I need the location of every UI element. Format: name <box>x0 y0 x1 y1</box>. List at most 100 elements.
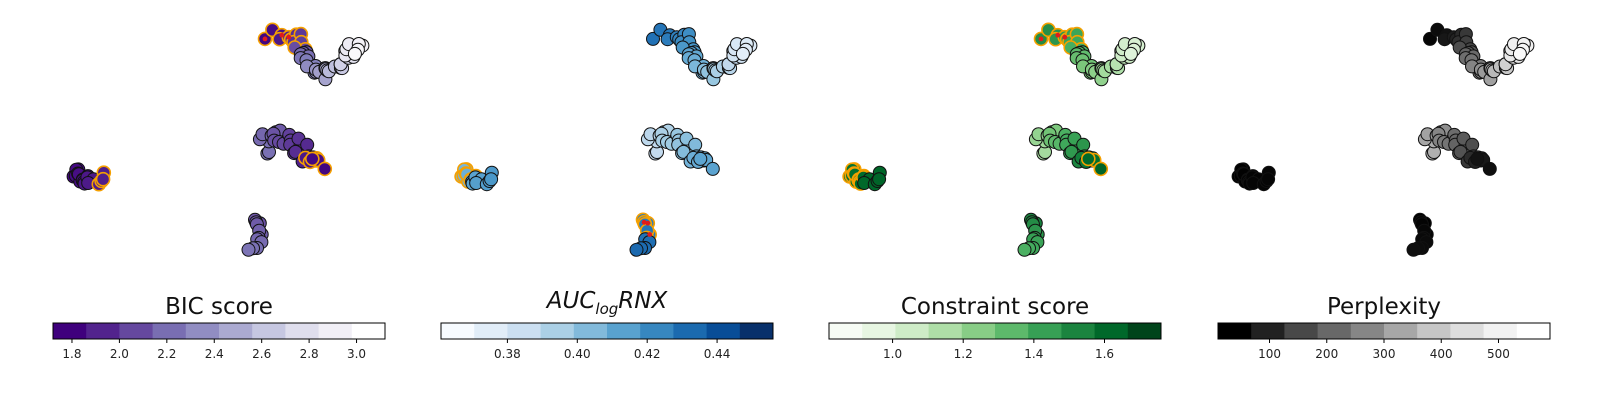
colorbar-tick-label: 1.6 <box>1095 347 1114 361</box>
scatter-point <box>1017 242 1032 257</box>
colorbar-segment <box>961 323 996 339</box>
scatter-point <box>1423 31 1437 46</box>
colorbar-segment <box>185 323 220 339</box>
colorbar-tick-label: 3.0 <box>347 347 366 361</box>
red-marker <box>286 34 292 40</box>
colorbar-segment <box>1028 323 1062 339</box>
red-marker <box>1062 34 1068 40</box>
colorbar-tick-label: 2.6 <box>252 347 271 361</box>
scatter-point <box>1093 161 1109 177</box>
colorbar-segment <box>1127 323 1162 339</box>
scatter-point <box>1081 151 1096 167</box>
scatter-point <box>1261 172 1276 187</box>
colorbar-tick-label: 200 <box>1315 347 1338 361</box>
colorbar-segment <box>1317 323 1352 339</box>
colorbar-tick-label: 2.0 <box>110 347 129 361</box>
colorbar-tick-label: 2.4 <box>205 347 224 361</box>
panel-constraint: Constraint score 1.0 1.2 1.4 1.6 <box>828 22 1162 361</box>
red-marker <box>1038 36 1044 42</box>
colorbar-outline <box>440 322 774 340</box>
scatter-point <box>629 242 644 257</box>
colorbar-segment <box>1061 323 1096 339</box>
colorbar-segment <box>1284 323 1319 339</box>
colorbar-tick-label: 2.2 <box>157 347 176 361</box>
red-marker <box>262 36 268 42</box>
colorbar-segment <box>1350 323 1385 339</box>
red-marker <box>645 220 651 226</box>
red-marker <box>279 32 285 38</box>
colorbar-tick-label: 1.8 <box>62 347 81 361</box>
colorbar-segment <box>441 323 475 339</box>
scatter-point <box>300 137 315 152</box>
colorbar-segment <box>1384 323 1418 339</box>
scatter-point <box>705 161 720 176</box>
colorbar-segment <box>829 323 863 339</box>
colorbar-tick-label: 100 <box>1258 347 1281 361</box>
colorbar-outline <box>52 322 386 340</box>
panel-title-constraint: Constraint score <box>901 294 1089 320</box>
colorbar-tick-label: 2.8 <box>300 347 319 361</box>
colorbar-segment <box>607 323 641 339</box>
panel-title-auc: AUClogRNX <box>545 288 669 318</box>
colorbar-segment <box>351 323 386 339</box>
colorbar-tick-label: 400 <box>1430 347 1453 361</box>
scatter-point <box>735 46 750 61</box>
colorbar-segment <box>152 323 187 339</box>
colorbar-bic: 1.8 2.0 2.2 2.4 2.6 2.8 3.0 <box>52 322 386 361</box>
colorbar-segment <box>474 323 508 339</box>
colorbar-outline <box>828 322 1162 340</box>
panel-title-perplexity: Perplexity <box>1327 294 1441 320</box>
scatter-point <box>317 161 333 177</box>
scatter-point <box>1465 137 1480 152</box>
scatter-point <box>241 242 256 257</box>
colorbar-segment <box>252 323 286 339</box>
colorbar-segment <box>285 323 320 339</box>
panel-title-auc-tail: RNX <box>618 288 668 314</box>
panel-auc: AUClogRNX 0.38 0.40 0.42 0.44 <box>440 22 774 361</box>
panel-bic: BIC score 1.8 2.0 2.2 2.4 2.6 2.8 3.0 <box>52 22 386 361</box>
colorbar-segment <box>540 323 575 339</box>
colorbar-perplexity: 100 200 300 400 500 <box>1217 322 1551 361</box>
scatter-points-auc <box>454 22 758 257</box>
scatter-point <box>1076 137 1091 152</box>
colorbar-segment <box>673 323 708 339</box>
colorbar-tick-label: 500 <box>1487 347 1510 361</box>
colorbar-segment <box>928 323 963 339</box>
scatter-point <box>1406 242 1421 257</box>
colorbar-tick-label: 0.42 <box>634 347 661 361</box>
panel-title-bic: BIC score <box>165 294 273 320</box>
colorbar-tick-label: 1.0 <box>883 347 902 361</box>
scatter-point <box>1512 46 1527 61</box>
scatter-point <box>95 171 111 187</box>
colorbar-segment <box>573 323 608 339</box>
scatter-point <box>1482 161 1497 176</box>
colorbar-segment <box>318 323 353 339</box>
colorbar-segment <box>862 323 896 339</box>
colorbar-segment <box>1218 323 1252 339</box>
scatter-point <box>304 151 320 167</box>
colorbar-segment <box>1094 323 1129 339</box>
colorbar-tick-label: 300 <box>1373 347 1396 361</box>
scatter-point <box>347 46 362 61</box>
colorbar-segment <box>1417 323 1451 339</box>
colorbar-segment <box>995 323 1029 339</box>
red-marker <box>647 232 653 237</box>
scatter-point <box>872 172 887 187</box>
colorbar-tick-label: 1.2 <box>954 347 973 361</box>
scatter-point <box>646 31 660 46</box>
colorbar-segment <box>1516 323 1551 339</box>
colorbar-segment <box>895 323 930 339</box>
colorbar-auc: 0.38 0.40 0.42 0.44 <box>440 322 774 361</box>
panel-title-auc-main: AUC <box>545 288 596 314</box>
colorbar-tick-label: 0.44 <box>704 347 731 361</box>
colorbar-segment <box>1450 323 1485 339</box>
colorbar-segment <box>640 323 674 339</box>
red-marker <box>641 219 647 225</box>
colorbar-segment <box>1251 323 1285 339</box>
colorbar-segment <box>739 323 774 339</box>
colorbar-constraint: 1.0 1.2 1.4 1.6 <box>828 322 1162 361</box>
scatter-point <box>1123 46 1138 61</box>
colorbar-tick-label: 1.4 <box>1024 347 1043 361</box>
colorbar-segment <box>86 323 120 339</box>
